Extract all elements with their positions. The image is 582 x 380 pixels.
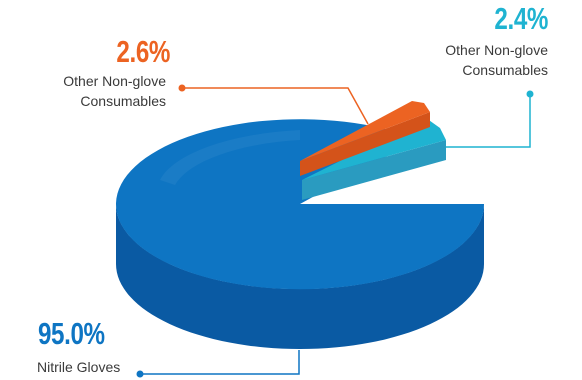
- data-label-percent-other-right: 2.4%: [494, 1, 548, 36]
- data-label-name-other-right: Other Non-glove Consumables: [445, 42, 548, 78]
- data-label-name-other-left: Other Non-glove Consumables: [63, 73, 166, 109]
- pie-slice-highlight: [160, 130, 300, 185]
- pie-slice-top: [300, 101, 430, 161]
- data-label-percent-other-left: 2.6%: [116, 34, 170, 69]
- data-label-name-nitrile: Nitrile Gloves: [37, 359, 121, 375]
- pie-slice-nitrile-gloves: [116, 119, 485, 349]
- pie-slice-side: [116, 204, 484, 349]
- pie-slice-top: [116, 119, 485, 290]
- leader-line-nitrile: [136, 350, 300, 378]
- leader-lines: [136, 84, 534, 378]
- pie-slice-side: [302, 140, 446, 200]
- pie-slice-other-left: [300, 101, 430, 176]
- leader-line-other-right: [438, 90, 534, 148]
- leader-line-other-left: [178, 84, 369, 125]
- pie-slice-side: [300, 112, 430, 176]
- data-label-percent-nitrile: 95.0%: [38, 316, 105, 351]
